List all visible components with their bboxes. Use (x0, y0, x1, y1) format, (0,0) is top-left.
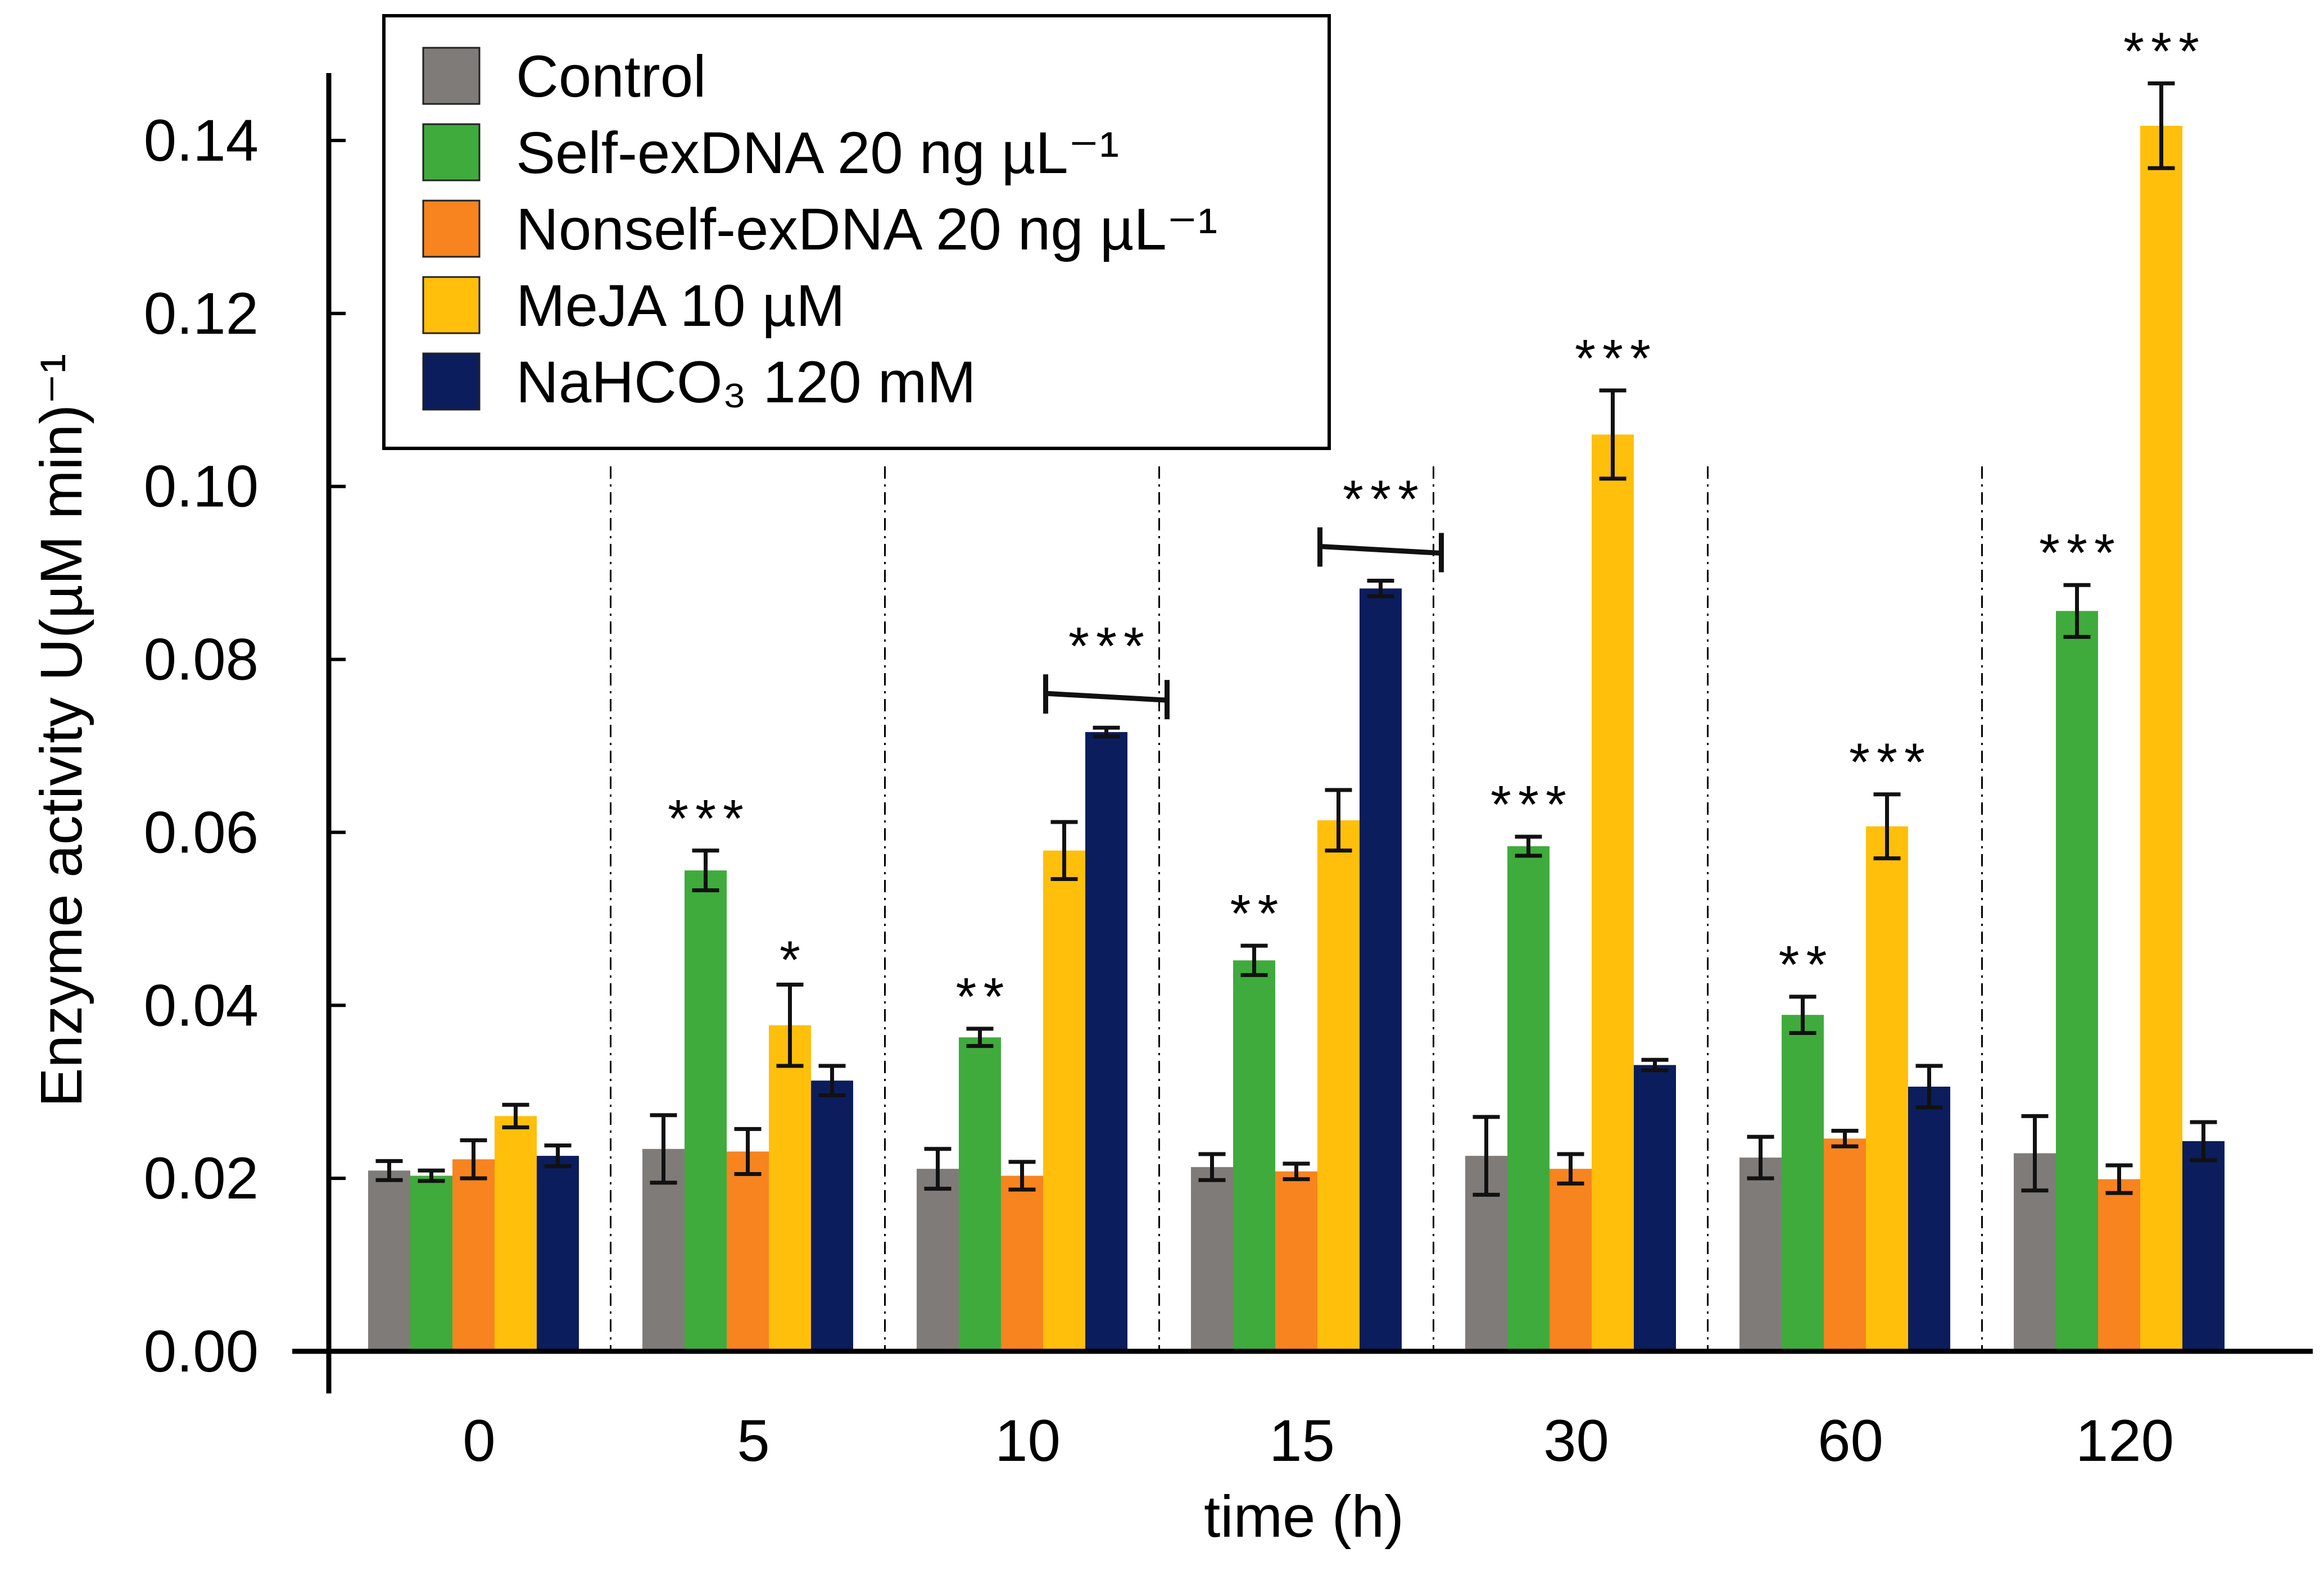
bar (1592, 434, 1634, 1351)
bar (1550, 1169, 1592, 1351)
significance-label: ** (1779, 935, 1834, 995)
bar (2098, 1179, 2140, 1351)
legend-label: Nonself-exDNA 20 ng µL⁻¹ (516, 197, 1217, 262)
bar (1233, 960, 1275, 1351)
bars-layer (368, 125, 2225, 1352)
significance-label: *** (668, 789, 750, 848)
x-axis-title: time (h) (1204, 1484, 1404, 1550)
x-tick-label: 0 (463, 1408, 495, 1474)
significance-label: ** (956, 967, 1011, 1027)
significance-label: *** (2039, 523, 2122, 583)
bar (1001, 1175, 1043, 1351)
bar (1043, 850, 1085, 1351)
bar (1085, 732, 1127, 1351)
legend-swatch (422, 276, 481, 334)
bracket-label: *** (1068, 616, 1151, 676)
x-tick-label: 30 (1543, 1408, 1609, 1474)
bar (2140, 125, 2182, 1352)
group-separators (610, 466, 1983, 1351)
bar (1824, 1138, 1866, 1351)
bar (2056, 611, 2098, 1351)
x-tick-label: 10 (995, 1408, 1061, 1474)
bar (727, 1151, 769, 1351)
y-ticks: 0.00 0.02 0.04 0.06 0.08 0.10 0.12 0.14 (144, 108, 346, 1384)
bar (1317, 820, 1360, 1351)
bar (1782, 1015, 1824, 1351)
x-tick-label: 5 (737, 1408, 769, 1474)
y-tick-label: 0.12 (144, 281, 259, 347)
bar (368, 1170, 410, 1351)
bar (769, 1025, 811, 1351)
bar (452, 1159, 495, 1351)
bracket-label: *** (1343, 469, 1425, 529)
legend: Control Self-exDNA 20 ng µL⁻¹ Nonself-exDN… (382, 14, 1331, 450)
y-tick-label: 0.06 (144, 800, 259, 865)
bar (1507, 846, 1550, 1351)
bar (1360, 588, 1402, 1351)
x-tick-label: 120 (2076, 1408, 2174, 1474)
legend-swatch (422, 123, 481, 181)
legend-label: Self-exDNA 20 ng µL⁻¹ (516, 120, 1119, 186)
bar (1634, 1065, 1676, 1351)
legend-box (382, 14, 1331, 450)
error-bars-layer (375, 81, 2217, 1197)
legend-swatch (422, 352, 481, 411)
bar (917, 1169, 959, 1351)
bar (495, 1116, 537, 1351)
significance-label: *** (1575, 329, 1657, 388)
bar (1908, 1086, 1950, 1351)
significance-label: ** (1230, 884, 1285, 943)
legend-label: NaHCO₃ 120 mM (516, 349, 976, 415)
axes-layer (292, 73, 2313, 1393)
y-tick-label: 0.10 (144, 454, 259, 520)
legend-label: Control (516, 44, 706, 110)
x-tick-label: 60 (1818, 1408, 1883, 1474)
bar (410, 1175, 452, 1351)
bar (959, 1037, 1001, 1351)
bracket-line (1045, 691, 1167, 703)
y-tick-label: 0.08 (144, 627, 259, 693)
bracket-line (1320, 544, 1442, 556)
bar (1866, 826, 1908, 1351)
significance-label: *** (1849, 733, 1932, 792)
y-tick-label: 0.04 (144, 973, 259, 1038)
bar (811, 1080, 853, 1351)
bar (1275, 1171, 1317, 1351)
x-tick-label: 15 (1269, 1408, 1335, 1474)
y-tick-label: 0.02 (144, 1146, 259, 1211)
legend-label: MeJA 10 µM (516, 273, 845, 339)
significance-label: * (780, 930, 807, 989)
x-ticks: 0 5 10 15 30 60 120 (463, 1408, 2174, 1474)
significance-label: *** (1491, 775, 1573, 834)
bar (537, 1156, 579, 1351)
significance-label: *** (2123, 21, 2206, 81)
significance-layer: ******************************* (668, 21, 2206, 1027)
y-tick-label: 0.00 (144, 1319, 259, 1384)
legend-swatch (422, 199, 481, 258)
bar (1191, 1167, 1233, 1351)
y-tick-label: 0.14 (144, 108, 259, 174)
y-axis-title: Enzyme activity U(µM min)⁻¹ (29, 353, 94, 1107)
bar (2182, 1141, 2225, 1351)
bar (685, 870, 727, 1351)
bar (1739, 1157, 1782, 1351)
legend-swatch (422, 47, 481, 105)
